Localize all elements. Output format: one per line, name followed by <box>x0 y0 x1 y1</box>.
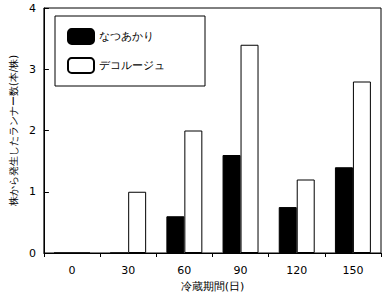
svg-text:なつあかり: なつあかり <box>99 30 154 43</box>
svg-text:3: 3 <box>29 63 36 76</box>
svg-text:120: 120 <box>286 264 307 277</box>
svg-text:0: 0 <box>29 247 36 260</box>
svg-text:デコルージュ: デコルージュ <box>99 59 165 72</box>
svg-text:0: 0 <box>68 264 75 277</box>
svg-text:冷蔵期間(日): 冷蔵期間(日) <box>181 280 245 293</box>
svg-text:株から発生したランナー数(本/株): 株から発生したランナー数(本/株) <box>8 55 19 207</box>
svg-text:2: 2 <box>29 124 36 137</box>
svg-text:1: 1 <box>29 185 36 198</box>
svg-text:30: 30 <box>121 264 135 277</box>
svg-text:150: 150 <box>342 264 363 277</box>
svg-text:90: 90 <box>234 264 248 277</box>
svg-text:60: 60 <box>177 264 191 277</box>
svg-text:4: 4 <box>29 2 36 15</box>
